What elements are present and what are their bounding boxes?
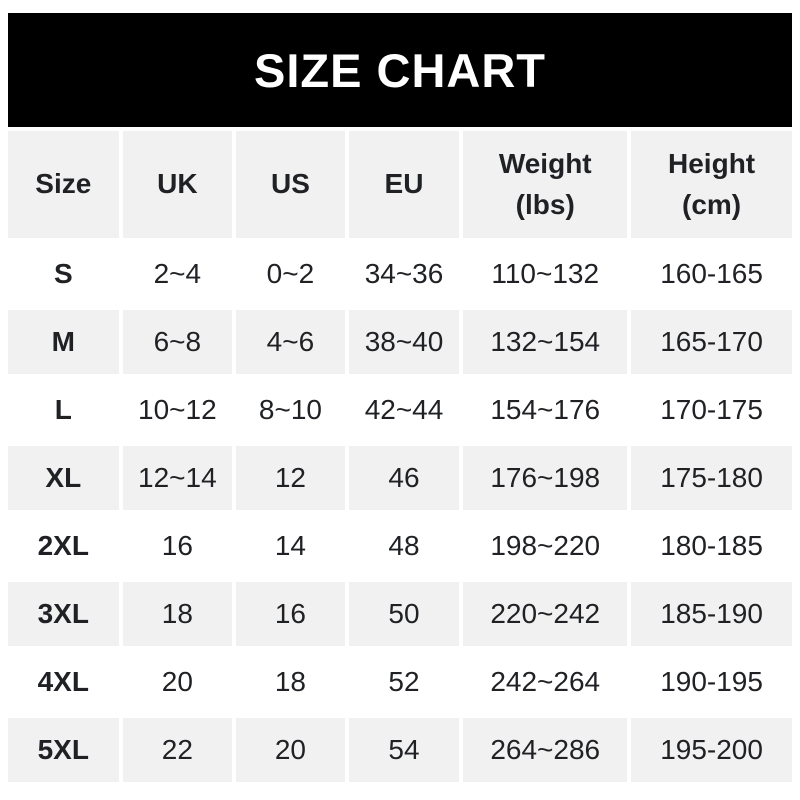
column-label: US <box>270 168 310 200</box>
cell-height: 185-190 <box>631 582 792 646</box>
cell-us: 8~10 <box>236 378 345 442</box>
cell-size: S <box>8 242 119 306</box>
size-chart-table: Size UK US EU Weight (lbs) Height (cm) S 2… <box>8 131 792 782</box>
cell-us: 18 <box>236 650 345 714</box>
cell-height: 170-175 <box>631 378 792 442</box>
cell-uk: 6~8 <box>122 310 233 374</box>
cell-us: 0~2 <box>236 242 345 306</box>
cell-height: 180-185 <box>631 514 792 578</box>
cell-size: 2XL <box>8 514 119 578</box>
cell-height: 190-195 <box>631 650 792 714</box>
header-cell-size: Size <box>8 131 119 238</box>
cell-us: 14 <box>236 514 345 578</box>
cell-size: M <box>8 310 119 374</box>
cell-uk: 2~4 <box>122 242 233 306</box>
cell-height: 160-165 <box>631 242 792 306</box>
cell-uk: 12~14 <box>122 446 233 510</box>
cell-size: L <box>8 378 119 442</box>
cell-us: 16 <box>236 582 345 646</box>
cell-eu: 48 <box>348 514 460 578</box>
header-cell-us: US <box>236 131 345 238</box>
cell-eu: 46 <box>348 446 460 510</box>
cell-weight: 220~242 <box>463 582 628 646</box>
cell-size: XL <box>8 446 119 510</box>
cell-height: 165-170 <box>631 310 792 374</box>
cell-uk: 20 <box>122 650 233 714</box>
cell-weight: 110~132 <box>463 242 628 306</box>
cell-weight: 264~286 <box>463 718 628 782</box>
cell-eu: 54 <box>348 718 460 782</box>
cell-size: 5XL <box>8 718 119 782</box>
cell-height: 175-180 <box>631 446 792 510</box>
cell-eu: 42~44 <box>348 378 460 442</box>
cell-size: 3XL <box>8 582 119 646</box>
column-sublabel: (cm) <box>682 188 742 220</box>
page-title: SIZE CHART <box>254 43 546 97</box>
cell-weight: 132~154 <box>463 310 628 374</box>
cell-eu: 52 <box>348 650 460 714</box>
column-label: Weight <box>498 147 592 179</box>
column-label: Height <box>668 147 756 179</box>
header-cell-height: Height (cm) <box>631 131 792 238</box>
cell-weight: 198~220 <box>463 514 628 578</box>
cell-eu: 38~40 <box>348 310 460 374</box>
cell-weight: 176~198 <box>463 446 628 510</box>
column-sublabel: (lbs) <box>515 188 575 220</box>
header-cell-weight: Weight (lbs) <box>463 131 628 238</box>
column-label: Size <box>35 168 92 200</box>
header-cell-uk: UK <box>122 131 233 238</box>
cell-weight: 154~176 <box>463 378 628 442</box>
cell-eu: 34~36 <box>348 242 460 306</box>
column-label: UK <box>157 168 198 200</box>
cell-eu: 50 <box>348 582 460 646</box>
cell-us: 20 <box>236 718 345 782</box>
cell-uk: 18 <box>122 582 233 646</box>
cell-height: 195-200 <box>631 718 792 782</box>
cell-us: 4~6 <box>236 310 345 374</box>
header-cell-eu: EU <box>348 131 460 238</box>
cell-size: 4XL <box>8 650 119 714</box>
cell-us: 12 <box>236 446 345 510</box>
cell-uk: 22 <box>122 718 233 782</box>
cell-weight: 242~264 <box>463 650 628 714</box>
cell-uk: 16 <box>122 514 233 578</box>
cell-uk: 10~12 <box>122 378 233 442</box>
column-label: EU <box>384 168 424 200</box>
title-banner: SIZE CHART <box>8 13 792 127</box>
